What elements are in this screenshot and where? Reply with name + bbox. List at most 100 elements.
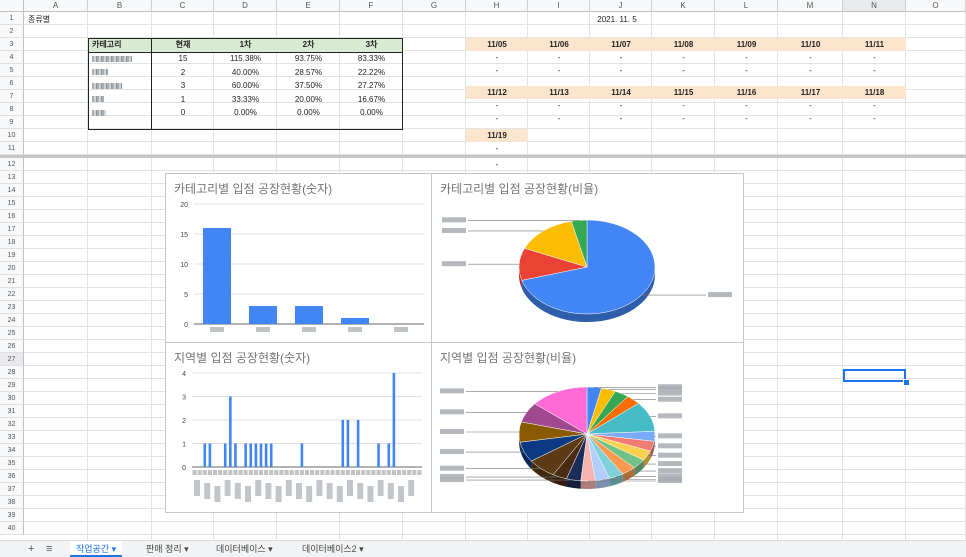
date-header-cell[interactable]: 11/10 — [778, 38, 843, 51]
chart-region-count[interactable]: 지역별 입점 공장현황(숫자) 0 1 2 3 4 — [165, 342, 432, 513]
date-value-cell[interactable]: - — [809, 101, 812, 110]
round2-ratio-cell[interactable]: 0.00% — [297, 108, 320, 117]
date-value-cell[interactable]: - — [809, 53, 812, 62]
row-header-34[interactable]: 34 — [0, 444, 24, 457]
row-header-27[interactable]: 27 — [0, 353, 24, 366]
date-value-cell[interactable]: - — [495, 66, 499, 75]
row-header-14[interactable]: 14 — [0, 184, 24, 197]
round1-ratio-cell[interactable]: 0.00% — [234, 108, 257, 117]
header-current[interactable]: 현재 — [175, 40, 191, 49]
date-value-cell[interactable]: - — [495, 114, 499, 123]
round2-ratio-cell[interactable]: 93.75% — [294, 54, 323, 63]
add-sheet-icon[interactable]: + — [28, 543, 35, 555]
row-header-7[interactable]: 7 — [0, 90, 24, 103]
select-all-corner[interactable] — [0, 0, 24, 12]
date-header-cell[interactable]: 11/17 — [778, 86, 843, 99]
date-header-cell[interactable]: 11/16 — [715, 86, 778, 99]
column-header-d[interactable]: D — [214, 0, 277, 12]
date-header-cell[interactable]: 11/07 — [590, 38, 652, 51]
row-header-29[interactable]: 29 — [0, 379, 24, 392]
date-header-cell[interactable]: 11/14 — [590, 86, 652, 99]
row-header-15[interactable]: 15 — [0, 197, 24, 210]
date-header-cell[interactable]: 11/13 — [528, 86, 590, 99]
round2-ratio-cell[interactable]: 28.57% — [294, 67, 323, 77]
date-value-cell[interactable]: - — [619, 101, 623, 110]
round2-ratio-cell[interactable]: 37.50% — [294, 81, 323, 90]
column-header-g[interactable]: G — [403, 0, 466, 12]
round3-ratio-cell[interactable]: 0.00% — [360, 108, 383, 117]
column-header-f[interactable]: F — [340, 0, 403, 12]
date-value-cell[interactable]: - — [495, 53, 499, 62]
date-header-cell[interactable]: 11/11 — [843, 38, 906, 51]
date-value-cell[interactable]: - — [495, 160, 499, 169]
round3-ratio-cell[interactable]: 27.27% — [357, 81, 386, 90]
date-value-cell[interactable]: - — [745, 66, 748, 75]
row-header-8[interactable]: 8 — [0, 103, 24, 116]
date-value-cell[interactable]: - — [682, 101, 685, 110]
row-header-25[interactable]: 25 — [0, 327, 24, 340]
round3-ratio-cell[interactable]: 16.67% — [357, 94, 386, 104]
date-value-cell[interactable]: - — [619, 66, 623, 75]
chart-category-ratio[interactable]: 카테고리별 입점 공장현황(비율) — [431, 173, 744, 343]
row-header-36[interactable]: 36 — [0, 470, 24, 483]
column-header-l[interactable]: L — [715, 0, 778, 12]
chart-region-ratio[interactable]: 지역별 입점 공장현황(비율) — [431, 342, 744, 513]
date-value-cell[interactable]: - — [682, 66, 685, 75]
date-value-cell[interactable]: - — [809, 114, 812, 123]
frozen-rows-divider[interactable] — [0, 155, 966, 158]
category-name-cell[interactable] — [92, 106, 150, 119]
row-header-11[interactable]: 11 — [0, 142, 24, 155]
column-header-h[interactable]: H — [466, 0, 528, 12]
category-name-cell[interactable] — [92, 93, 150, 106]
header-1st[interactable]: 1차 — [239, 40, 252, 49]
column-header-m[interactable]: M — [778, 0, 843, 12]
column-header-i[interactable]: I — [528, 0, 590, 12]
date-header-cell[interactable]: 11/18 — [843, 86, 906, 99]
row-header-38[interactable]: 38 — [0, 496, 24, 509]
row-header-21[interactable]: 21 — [0, 275, 24, 288]
date-value-cell[interactable]: - — [557, 101, 561, 110]
row-header-18[interactable]: 18 — [0, 236, 24, 249]
row-header-22[interactable]: 22 — [0, 288, 24, 301]
date-header-cell[interactable]: 11/09 — [715, 38, 778, 51]
row-header-23[interactable]: 23 — [0, 301, 24, 314]
category-name-cell[interactable] — [92, 52, 150, 65]
date-value-cell[interactable]: - — [557, 114, 561, 123]
row-header-19[interactable]: 19 — [0, 249, 24, 262]
date-header-cell[interactable]: 11/15 — [652, 86, 715, 99]
row-header-28[interactable]: 28 — [0, 366, 24, 379]
row-header-4[interactable]: 4 — [0, 51, 24, 64]
date-value-cell[interactable]: - — [619, 53, 623, 62]
round1-ratio-cell[interactable]: 60.00% — [231, 81, 260, 90]
row-header-13[interactable]: 13 — [0, 171, 24, 184]
row-header-5[interactable]: 5 — [0, 64, 24, 77]
header-2nd[interactable]: 2차 — [302, 40, 315, 49]
row-header-35[interactable]: 35 — [0, 457, 24, 470]
row-header-12[interactable]: 12 — [0, 158, 24, 171]
date-value-cell[interactable]: - — [873, 101, 876, 110]
column-header-e[interactable]: E — [277, 0, 340, 12]
category-name-cell[interactable] — [92, 66, 150, 79]
date-value-cell[interactable]: - — [745, 114, 748, 123]
column-header-k[interactable]: K — [652, 0, 715, 12]
column-header-o[interactable]: O — [906, 0, 966, 12]
category-name-cell[interactable] — [92, 79, 150, 92]
date-value-cell[interactable]: - — [557, 66, 561, 75]
column-header-b[interactable]: B — [88, 0, 152, 12]
column-header-a[interactable]: A — [24, 0, 88, 12]
date-header-cell[interactable]: 11/19 — [466, 129, 528, 142]
current-count-cell[interactable]: 0 — [180, 108, 186, 117]
row-header-24[interactable]: 24 — [0, 314, 24, 327]
round1-ratio-cell[interactable]: 40.00% — [231, 67, 260, 77]
selected-cell[interactable] — [843, 369, 906, 382]
date-value-cell[interactable]: - — [873, 114, 876, 123]
row-header-40[interactable]: 40 — [0, 522, 24, 535]
date-value-cell[interactable]: - — [745, 101, 748, 110]
round3-ratio-cell[interactable]: 83.33% — [357, 54, 386, 63]
row-header-20[interactable]: 20 — [0, 262, 24, 275]
column-header-j[interactable]: J — [590, 0, 652, 12]
row-header-32[interactable]: 32 — [0, 418, 24, 431]
column-header-n[interactable]: N — [843, 0, 906, 12]
row-header-10[interactable]: 10 — [0, 129, 24, 142]
row-header-37[interactable]: 37 — [0, 483, 24, 496]
